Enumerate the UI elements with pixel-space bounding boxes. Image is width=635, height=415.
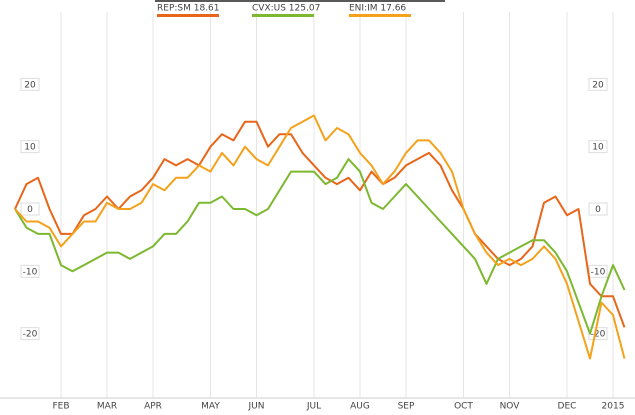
- y-tick-label: -10: [23, 267, 38, 277]
- y-tick-label: 20: [592, 80, 604, 90]
- legend-label: CVX:US 125.07: [252, 4, 320, 14]
- y-tick-box: [20, 264, 40, 278]
- x-tick-label: MAR: [97, 402, 117, 412]
- legend-swatch: [157, 14, 219, 17]
- y-tick-box: [20, 327, 40, 341]
- y-tick-label: 10: [24, 143, 36, 153]
- x-tick-label: NOV: [500, 402, 521, 412]
- y-tick-label: -20: [591, 330, 606, 340]
- y-tick-label: -20: [23, 330, 38, 340]
- y-tick-label: 0: [27, 205, 33, 215]
- y-tick-label: 10: [592, 143, 604, 153]
- legend-label: REP:SM 18.61: [157, 4, 220, 14]
- x-tick-label: JUN: [248, 402, 265, 412]
- x-tick-label: FEB: [52, 402, 69, 412]
- y-tick-box: [588, 77, 608, 91]
- legend-swatch: [252, 14, 314, 17]
- x-tick-label: AUG: [350, 402, 370, 412]
- y-tick-box: [588, 202, 608, 216]
- y-tick-box: [20, 77, 40, 91]
- y-tick-label: -10: [591, 267, 606, 277]
- x-tick-label: JUL: [306, 402, 321, 412]
- series-line: [14, 120, 626, 328]
- x-tick-label: MAY: [201, 402, 220, 412]
- x-tick-label: 2015: [602, 402, 625, 412]
- x-tick-label: SEP: [398, 402, 415, 412]
- x-tick-label: OCT: [454, 402, 473, 412]
- x-tick-label: APR: [144, 402, 162, 412]
- series-line: [14, 114, 626, 360]
- x-tick-label: DEC: [558, 402, 577, 412]
- y-tick-box: [588, 140, 608, 154]
- y-tick-box: [20, 140, 40, 154]
- legend-swatch: [349, 14, 411, 17]
- y-tick-label: 0: [595, 205, 601, 215]
- series-line: [14, 158, 626, 335]
- y-tick-label: 20: [24, 80, 36, 90]
- y-tick-box: [20, 202, 40, 216]
- legend-label: ENI:IM 17.66: [349, 4, 406, 14]
